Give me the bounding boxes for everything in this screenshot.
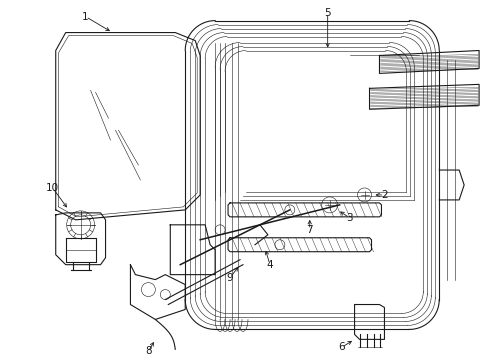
Text: 2: 2: [380, 190, 387, 200]
Text: 5: 5: [324, 8, 330, 18]
Text: 8: 8: [145, 346, 151, 356]
Text: 9: 9: [226, 273, 233, 283]
Text: 3: 3: [346, 213, 352, 223]
Text: 7: 7: [306, 225, 312, 235]
Text: 1: 1: [82, 12, 89, 22]
Text: 10: 10: [46, 183, 59, 193]
Text: 6: 6: [338, 342, 344, 352]
Text: 4: 4: [266, 260, 273, 270]
